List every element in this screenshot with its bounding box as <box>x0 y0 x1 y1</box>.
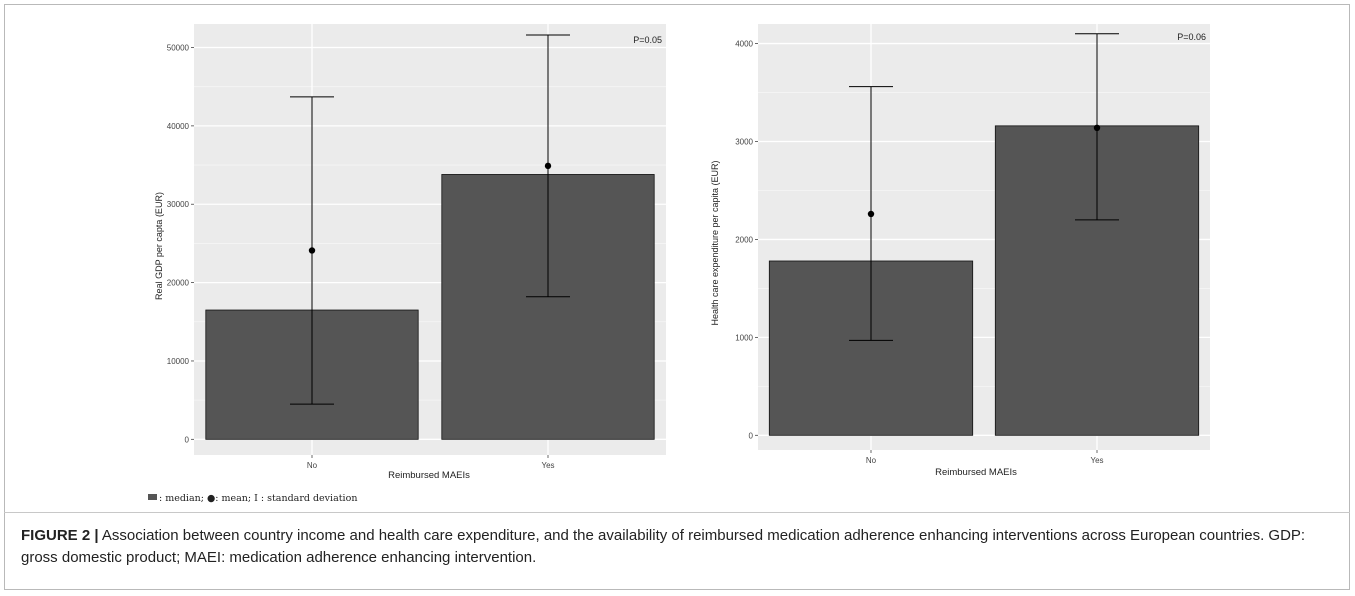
plot-panel: 0 1000 2000 3000 4000 No Yes <box>735 24 1210 465</box>
y-tick-label: 0 <box>749 431 754 440</box>
y-tick-label: 0 <box>185 435 190 444</box>
mean-point <box>544 162 552 170</box>
y-tick-label: 10000 <box>167 357 190 366</box>
y-tick-label: 30000 <box>167 200 190 209</box>
y-tick-label: 2000 <box>735 235 753 244</box>
y-tick-label: 20000 <box>167 279 190 288</box>
x-tick-label: Yes <box>1090 456 1103 465</box>
legend-note: : median; ●: mean; Ⅰ : standard deviatio… <box>148 493 357 504</box>
caption-text: Association between country income and h… <box>21 527 1306 566</box>
mean-point <box>1093 124 1101 132</box>
x-tick-label: No <box>307 461 318 470</box>
figure-caption: FIGURE 2 | Association between country i… <box>21 525 1336 569</box>
x-tick-label: Yes <box>541 461 554 470</box>
chart-gdp: 0 10000 20000 30000 40000 50000 No Yes Real GDP… <box>154 24 666 481</box>
y-axis-label: Real GDP per capta (EUR) <box>154 192 164 300</box>
x-tick-label: No <box>866 456 877 465</box>
chart-health-expenditure: 0 1000 2000 3000 4000 No Yes Health care expen… <box>710 24 1210 478</box>
mean-point <box>308 247 316 254</box>
caption-label: FIGURE 2 | <box>21 527 99 544</box>
plot-panel: 0 10000 20000 30000 40000 50000 No Yes <box>167 24 666 470</box>
p-value-annotation: P=0.06 <box>1177 32 1206 42</box>
y-tick-label: 4000 <box>735 40 753 49</box>
y-tick-label: 1000 <box>735 333 753 342</box>
p-value-annotation: P=0.05 <box>633 35 662 45</box>
x-axis-label: Reimbursed MAEIs <box>388 470 470 481</box>
mean-point <box>867 210 875 218</box>
median-swatch-icon <box>148 494 157 500</box>
y-tick-label: 3000 <box>735 138 753 147</box>
y-tick-label: 40000 <box>167 122 190 131</box>
y-tick-label: 50000 <box>167 44 190 53</box>
y-axis-label: Health care expenditure per capita (EUR) <box>710 160 720 325</box>
legend-note-text: : median; ●: mean; Ⅰ : standard deviatio… <box>159 493 358 504</box>
x-axis-label: Reimbursed MAEIs <box>935 467 1017 478</box>
caption-divider <box>4 512 1350 513</box>
